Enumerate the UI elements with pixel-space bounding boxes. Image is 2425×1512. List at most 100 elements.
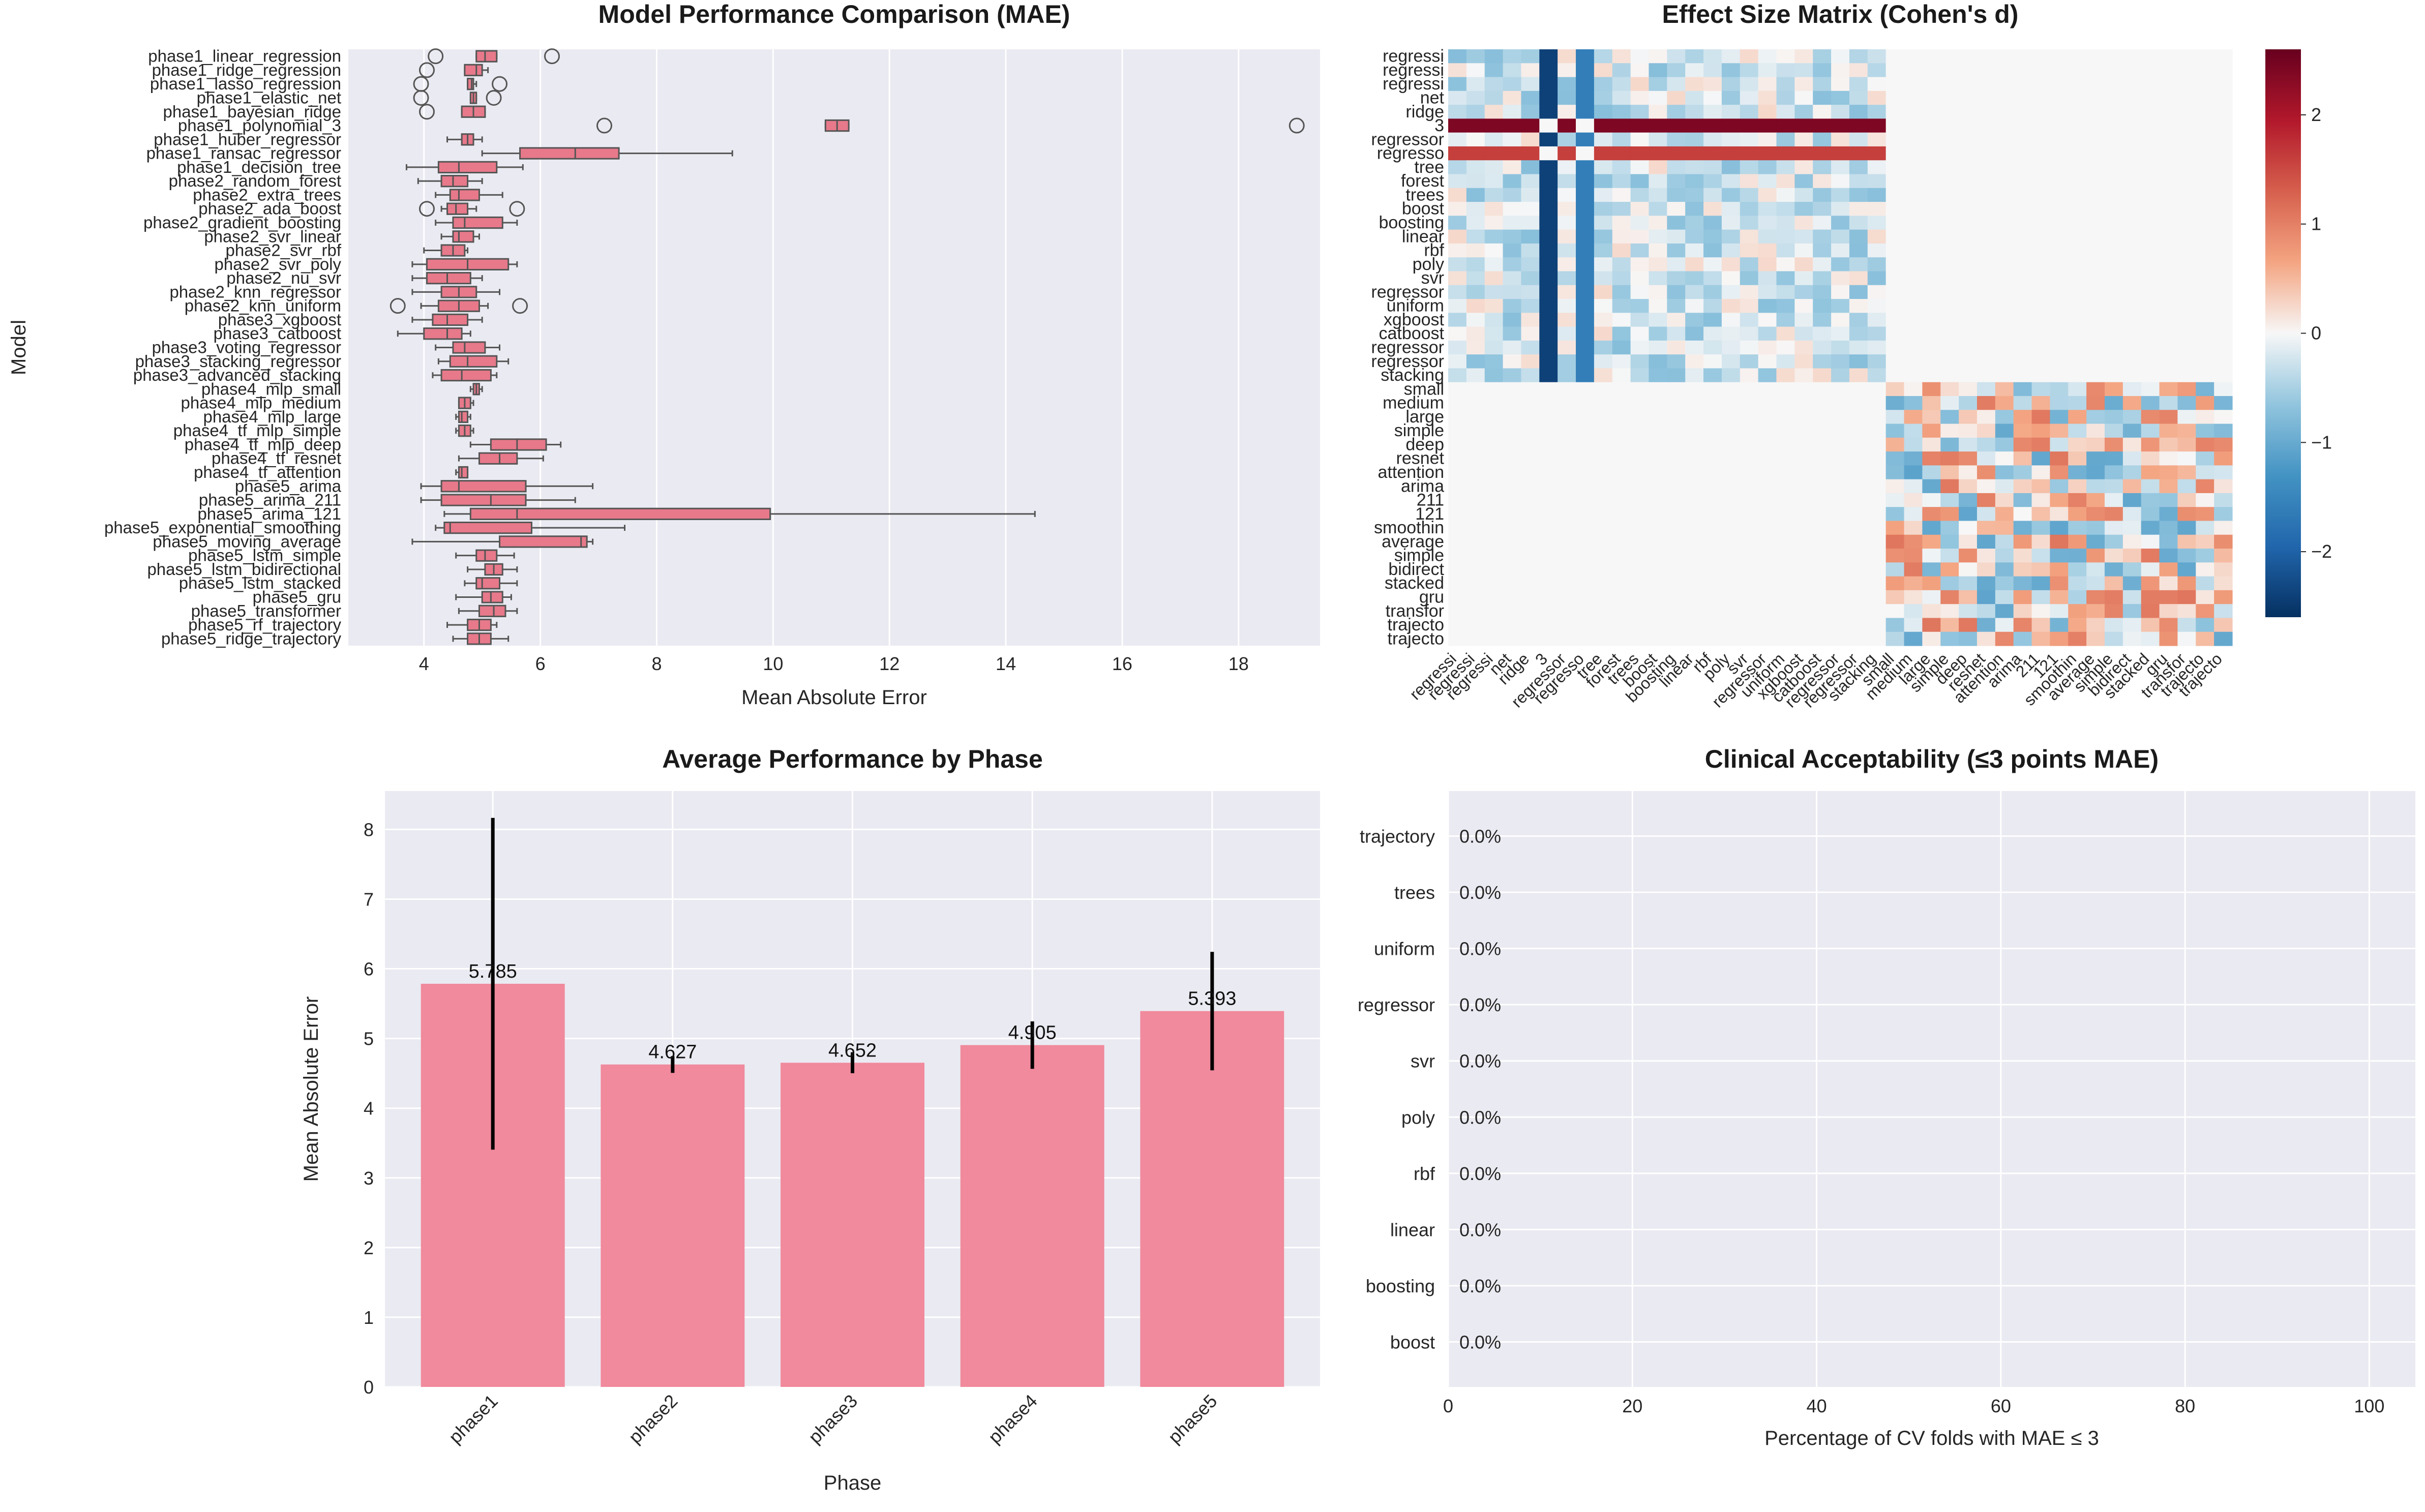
- heatmap-cell: [2177, 368, 2196, 383]
- heatmap-cell: [2141, 216, 2160, 230]
- heatmap-cell: [2177, 396, 2196, 410]
- heatmap-cell: [1721, 340, 1741, 355]
- heatmap-cell: [2031, 354, 2050, 369]
- heatmap-cell: [1484, 285, 1504, 299]
- heatmap-cell: [1576, 368, 1595, 383]
- heatmap-cell: [1813, 216, 1832, 230]
- heatmap-cell: [1484, 313, 1504, 327]
- heatmap-cell: [1558, 326, 1576, 341]
- heatmap-cell: [1740, 216, 1759, 230]
- heatmap-cell: [1995, 631, 2014, 646]
- y-tick-label: linear: [1402, 227, 1444, 246]
- heatmap-cell: [1922, 77, 1941, 92]
- heatmap-cell: [1466, 63, 1485, 78]
- heatmap-cell: [1940, 451, 1959, 466]
- heatmap-cell: [2196, 132, 2214, 147]
- heatmap-cell: [2013, 534, 2032, 549]
- y-tick-label: regresso: [1377, 144, 1444, 163]
- y-tick-label: phase5_arima_121: [197, 504, 341, 523]
- heatmap-cell: [1758, 202, 1777, 216]
- heatmap-cell: [1448, 424, 1467, 438]
- heatmap-cell: [1594, 326, 1613, 341]
- heatmap-cell: [1667, 118, 1686, 133]
- heatmap-cell: [1667, 313, 1686, 327]
- y-tick-label: simple: [1394, 421, 1444, 440]
- heatmap-cell: [1740, 271, 1759, 286]
- heatmap-cell: [1867, 77, 1887, 92]
- heatmap-cell: [2013, 549, 2032, 563]
- heatmap-cell: [1521, 132, 1540, 147]
- heatmap-cell: [1594, 257, 1613, 272]
- y-tick-label: trees: [1394, 882, 1435, 903]
- heatmap-cell: [2050, 229, 2069, 244]
- heatmap-cell: [1685, 313, 1704, 327]
- heatmap-cell: [1721, 299, 1741, 313]
- heatmap-cell: [1466, 631, 1485, 646]
- heatmap-cell: [1831, 424, 1850, 438]
- heatmap-cell: [2086, 465, 2105, 480]
- heatmap-cell: [2196, 340, 2214, 355]
- heatmap-cell: [1521, 396, 1540, 410]
- heatmap-cell: [1776, 77, 1795, 92]
- heatmap-cell: [2104, 549, 2123, 563]
- y-tick-label: linear: [1390, 1219, 1435, 1240]
- heatmap-cell: [1922, 299, 1941, 313]
- heatmap-cell: [1922, 424, 1941, 438]
- heatmap-cell: [1612, 146, 1631, 161]
- heatmap-cell: [1885, 160, 1905, 175]
- heatmap-cell: [2013, 368, 2032, 383]
- heatmap-cell: [1813, 479, 1832, 494]
- heatmap-cell: [2086, 313, 2105, 327]
- heatmap-cell: [2159, 493, 2178, 507]
- heatmap-cell: [2013, 521, 2032, 535]
- heatmap-cell: [2086, 590, 2105, 604]
- heatmap-cell: [2068, 90, 2087, 105]
- heatmap-cell: [2196, 534, 2214, 549]
- heatmap-cell: [1576, 146, 1595, 161]
- heatmap-cell: [1995, 604, 2014, 619]
- heatmap-cell: [1503, 285, 1522, 299]
- heatmap-cell: [2159, 216, 2178, 230]
- heatmap-cell: [1922, 49, 1941, 64]
- heatmap-cell: [1758, 396, 1777, 410]
- heatmap-cell: [1594, 507, 1613, 522]
- heatmap-cell: [2086, 160, 2105, 175]
- heatmap-cell: [1448, 216, 1467, 230]
- heatmap-cell: [2031, 285, 2050, 299]
- heatmap-cell: [2141, 521, 2160, 535]
- heatmap-cell: [1685, 271, 1704, 286]
- heatmap-cell: [1448, 326, 1467, 341]
- heatmap-cell: [1448, 618, 1467, 632]
- heatmap-cell: [1813, 631, 1832, 646]
- heatmap-cell: [1940, 299, 1959, 313]
- heatmap-cell: [2141, 243, 2160, 258]
- heatmap-cell: [2104, 437, 2123, 452]
- heatmap-cell: [1558, 368, 1576, 383]
- heatmap-cell: [1904, 465, 1923, 480]
- heatmap-cell: [1539, 493, 1558, 507]
- heatmap-cell: [1484, 424, 1504, 438]
- heatmap-cell: [1831, 493, 1850, 507]
- heatmap-cell: [2122, 521, 2142, 535]
- heatmap-cell: [1794, 534, 1813, 549]
- heatmap-cell: [1503, 493, 1522, 507]
- heatmap-cell: [1649, 549, 1667, 563]
- heatmap-cell: [2196, 368, 2214, 383]
- heatmap-cell: [1484, 368, 1504, 383]
- heatmap-cell: [1740, 326, 1759, 341]
- heatmap-cell: [1813, 313, 1832, 327]
- heatmap-cell: [1721, 49, 1741, 64]
- heatmap-cell: [1940, 49, 1959, 64]
- heatmap-cell: [2122, 507, 2142, 522]
- heatmap-cell: [1831, 618, 1850, 632]
- heatmap-cell: [2159, 507, 2178, 522]
- heatmap-cell: [1503, 188, 1522, 202]
- heatmap-cell: [1940, 202, 1959, 216]
- heatmap-cell: [1813, 424, 1832, 438]
- heatmap-cell: [1576, 49, 1595, 64]
- heatmap-cell: [1904, 146, 1923, 161]
- heatmap-cell: [1977, 562, 1996, 577]
- heatmap-cell: [1649, 465, 1667, 480]
- heatmap-cell: [1995, 549, 2014, 563]
- heatmap-cell: [1685, 354, 1704, 369]
